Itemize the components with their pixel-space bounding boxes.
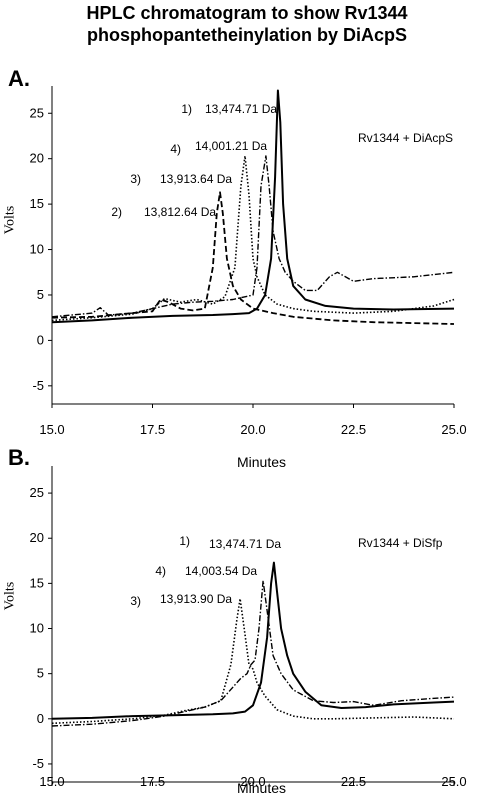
panel-b-label: B. bbox=[8, 445, 30, 470]
panel-a-peak-mass-label: 13,474.71 Da bbox=[205, 102, 277, 116]
chart-title-line-1: HPLC chromatogram to show Rv1344 bbox=[86, 3, 408, 23]
panel-a-label: A. bbox=[8, 66, 30, 91]
panel-b-peak-number-label: 1) bbox=[179, 534, 190, 548]
panel-b-x-tick-label: 15.0 bbox=[39, 774, 64, 789]
panel-b-y-tick-label: 10 bbox=[30, 621, 44, 636]
panel-b-series-dashdot-line bbox=[51, 580, 455, 727]
panel-a-peak-number-label: 1) bbox=[181, 102, 192, 116]
panel-a-x-tick-label: 22.5 bbox=[341, 422, 366, 437]
panel-b-peak-mass-label: 14,003.54 Da bbox=[185, 564, 257, 578]
panel-a-series-dotted-line bbox=[51, 155, 455, 322]
panel-b-y-tick-label: -5 bbox=[32, 756, 44, 771]
panel-b-top-minutes-label: Minutes bbox=[237, 454, 287, 470]
panel-b-peak-number-label: 4) bbox=[155, 564, 166, 578]
panel-a-peak-mass-label: 14,001.21 Da bbox=[195, 139, 267, 153]
panel-a-series-dashed-line bbox=[51, 191, 455, 325]
panel-b-series-dotted-line bbox=[51, 597, 455, 725]
panel-a-peak-mass-label: 13,913.64 Da bbox=[160, 172, 232, 186]
panel-a-y-tick-label: 10 bbox=[30, 242, 44, 257]
panel-b-peak-mass-label: 13,913.90 Da bbox=[160, 592, 232, 606]
panel-b-x-axis-label: Minutes bbox=[237, 780, 287, 796]
panel-a-x-tick-label: 17.5 bbox=[140, 422, 165, 437]
panel-a-peak-number-label: 2) bbox=[111, 205, 122, 219]
panel-a-y-tick-label: 20 bbox=[30, 151, 44, 166]
panel-b-x-tick-label: 20.0 bbox=[240, 774, 265, 789]
panel-b-x-tick-label: 22.5 bbox=[341, 774, 366, 789]
panel-b-y-tick-label: 25 bbox=[30, 485, 44, 500]
panel-b-series-solid-line bbox=[51, 561, 455, 720]
panel-b-y-tick-label: 15 bbox=[30, 575, 44, 590]
panel-b-y-tick-label: 20 bbox=[30, 530, 44, 545]
panel-b-x-tick-label: 25.0 bbox=[441, 774, 466, 789]
panel-a-series-solid-line bbox=[51, 89, 455, 324]
chart-title-line-2: phosphopantetheinylation by DiAcpS bbox=[86, 25, 407, 45]
panel-a-peak-number-label: 3) bbox=[130, 172, 141, 186]
panel-a-y-tick-label: -5 bbox=[32, 378, 44, 393]
panel-a-x-tick-label: 25.0 bbox=[441, 422, 466, 437]
panel-a-x-tick-label: 15.0 bbox=[39, 422, 64, 437]
panel-a-y-tick-label: 5 bbox=[37, 287, 44, 302]
panel-b-peak-mass-label: 13,474.71 Da bbox=[209, 537, 281, 551]
panel-b-x-tick-label: 17.5 bbox=[140, 774, 165, 789]
panel-b-condition-label: Rv1344 + DiSfp bbox=[358, 536, 443, 550]
panel-b-y-tick-label: 5 bbox=[37, 666, 44, 681]
panel-a-y-tick-label: 15 bbox=[30, 196, 44, 211]
panel-b-y-tick-label: 0 bbox=[37, 711, 44, 726]
panel-a-y-tick-label: 25 bbox=[30, 105, 44, 120]
panel-a-x-tick-label: 20.0 bbox=[240, 422, 265, 437]
panel-b-peak-number-label: 3) bbox=[130, 594, 141, 608]
panel-a-y-tick-label: 0 bbox=[37, 332, 44, 347]
panel-a-series-dashdot-line bbox=[51, 155, 455, 318]
panel-a-peak-number-label: 4) bbox=[170, 142, 181, 156]
panel-a-peak-mass-label: 13,812.64 Da bbox=[144, 205, 216, 219]
panel-a-condition-label: Rv1344 + DiAcpS bbox=[358, 131, 453, 145]
